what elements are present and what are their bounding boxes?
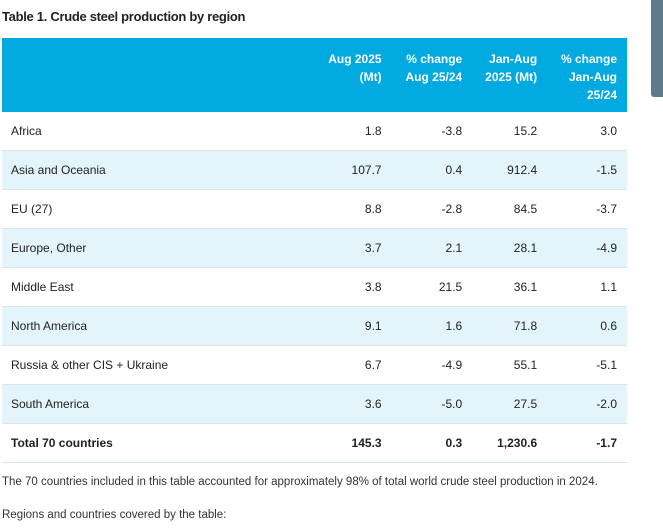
value-cell: 1.6 [391, 306, 473, 346]
column-header: Aug 2025 (Mt) [328, 52, 382, 84]
column-header: % change Aug 25/24 [405, 52, 463, 84]
value-cell: -3.7 [547, 189, 627, 229]
table-row: Europe, Other 3.7 2.1 28.1 -4.9 [2, 228, 627, 268]
value-cell: -5.1 [547, 345, 627, 385]
region-cell: South America [2, 384, 315, 424]
table-header-row: Aug 2025 (Mt) % change Aug 25/24 Jan-Aug 2… [2, 38, 627, 112]
column-header [2, 38, 315, 112]
value-cell: 28.1 [472, 228, 548, 268]
value-cell: 15.2 [472, 112, 548, 151]
value-cell: 36.1 [472, 267, 548, 307]
value-cell: 8.8 [315, 189, 392, 229]
region-cell: Europe, Other [2, 228, 315, 268]
table-row: Africa 1.8 -3.8 15.2 3.0 [2, 112, 627, 151]
value-cell: 27.5 [472, 384, 548, 424]
value-cell: -1.5 [547, 150, 627, 190]
value-cell: -2.0 [547, 384, 627, 424]
footnote-regions: Regions and countries covered by the tab… [2, 509, 227, 521]
value-cell: 3.7 [315, 228, 392, 268]
total-row: Total 70 countries 145.3 0.3 1,230.6 -1.7 [2, 423, 627, 463]
value-cell: 1.1 [547, 267, 627, 307]
value-cell: 0.3 [391, 423, 473, 463]
value-cell: 9.1 [315, 306, 392, 346]
value-cell: 107.7 [315, 150, 392, 190]
region-cell: Total 70 countries [2, 423, 315, 463]
table-row: Russia & other CIS + Ukraine 6.7 -4.9 55.1-… [2, 345, 627, 385]
region-cell: Russia & other CIS + Ukraine [2, 345, 315, 385]
value-cell: -5.0 [391, 384, 473, 424]
value-cell: 3.0 [547, 112, 627, 151]
value-cell: -1.7 [547, 423, 627, 463]
value-cell: 84.5 [472, 189, 548, 229]
region-cell: Africa [2, 112, 315, 151]
footnote-coverage: The 70 countries included in this table … [2, 476, 598, 488]
table-row: EU (27) 8.8 -2.8 84.5 -3.7 [2, 189, 627, 229]
scrollbar-thumb[interactable] [651, 0, 663, 97]
value-cell: 2.1 [391, 228, 473, 268]
value-cell: -2.8 [391, 189, 473, 229]
table-title: Table 1. Crude steel production by regio… [2, 9, 246, 24]
column-header: % change Jan-Aug 25/24 [560, 52, 617, 102]
value-cell: 21.5 [391, 267, 473, 307]
table-row: Middle East 3.8 21.5 36.1 1.1 [2, 267, 627, 307]
table-row: South America 3.6 -5.0 27.5 -2.0 [2, 384, 627, 424]
value-cell: 3.6 [315, 384, 392, 424]
region-cell: EU (27) [2, 189, 315, 229]
value-cell: 71.8 [472, 306, 548, 346]
value-cell: 912.4 [472, 150, 548, 190]
value-cell: 0.6 [547, 306, 627, 346]
value-cell: -4.9 [391, 345, 473, 385]
steel-production-table: Aug 2025 (Mt) % change Aug 25/24 Jan-Aug 2… [2, 38, 627, 463]
value-cell: 1,230.6 [472, 423, 548, 463]
value-cell: 1.8 [315, 112, 392, 151]
table-row: Asia and Oceania 107.7 0.4 912.4 -1.5 [2, 150, 627, 190]
region-cell: North America [2, 306, 315, 346]
value-cell: 55.1 [472, 345, 548, 385]
value-cell: -3.8 [391, 112, 473, 151]
value-cell: 145.3 [315, 423, 392, 463]
value-cell: 3.8 [315, 267, 392, 307]
table-row: North America 9.1 1.6 71.8 0.6 [2, 306, 627, 346]
value-cell: 0.4 [391, 150, 473, 190]
column-header: Jan-Aug 2025 (Mt) [485, 52, 538, 84]
value-cell: -4.9 [547, 228, 627, 268]
region-cell: Asia and Oceania [2, 150, 315, 190]
value-cell: 6.7 [315, 345, 392, 385]
region-cell: Middle East [2, 267, 315, 307]
